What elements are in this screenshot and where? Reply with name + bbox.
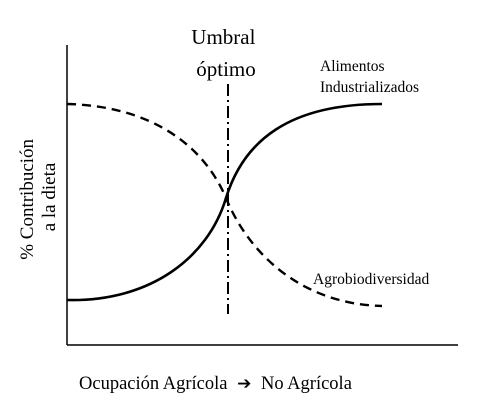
y-axis-label-line-2: a la dieta — [39, 162, 60, 231]
industrial-foods-label-line-1: Alimentos — [320, 58, 385, 75]
x-axis-label: Ocupación Agrícola ➔ No Agrícola — [79, 374, 352, 394]
agrobiodiversity-label: Agrobiodiversidad — [313, 271, 429, 288]
agrobiodiversity-curve — [66, 102, 383, 308]
threshold-label: Umbral óptimo — [191, 25, 260, 81]
y-axis-label-line-1: % Contribución — [17, 138, 38, 259]
threshold-label-line-1: Umbral — [191, 25, 255, 49]
industrial-foods-label-line-2: Industrializados — [320, 79, 419, 96]
y-axis-label: % Contribución a la dieta — [17, 134, 60, 260]
industrial-foods-label: Alimentos Industrializados — [320, 58, 419, 96]
x-axis-arrow-icon: ➔ — [237, 374, 251, 394]
threshold-label-line-2: óptimo — [196, 57, 256, 81]
x-axis-label-to: No Agrícola — [261, 374, 352, 394]
x-axis-label-from: Ocupación Agrícola — [79, 374, 227, 394]
